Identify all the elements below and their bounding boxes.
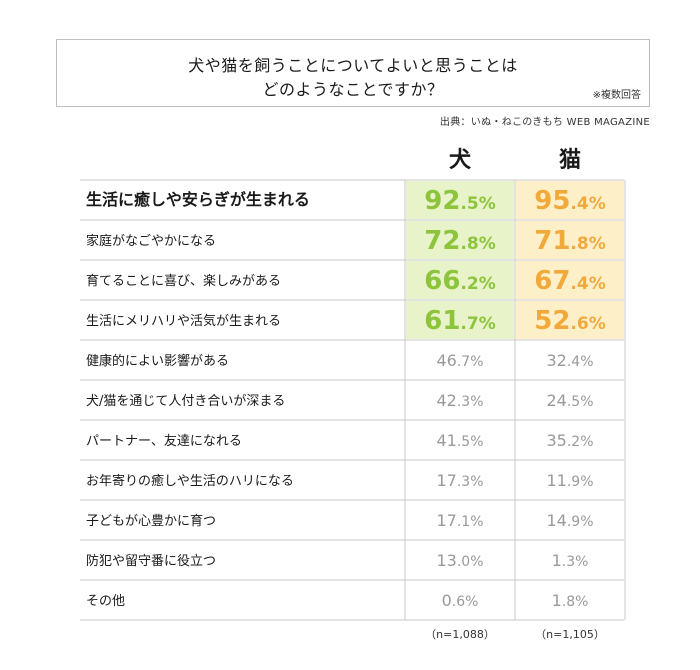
- source-credit: 出典：いぬ・ねこのきもち WEB MAGAZINE: [439, 117, 650, 128]
- row-label: 防犯や留守番に役立つ: [86, 553, 216, 569]
- dog-highlight-cell: [406, 221, 514, 259]
- dog-value: 42.3%: [436, 391, 483, 410]
- cat-value: 11.9%: [546, 471, 593, 490]
- row-label: 生活に癒しや安らぎが生まれる: [86, 190, 310, 209]
- cat-value: 1.3%: [552, 551, 589, 570]
- cat-value: 35.2%: [546, 431, 593, 450]
- sample-size-cat: （n=1,105）: [535, 628, 605, 641]
- dog-value: 13.0%: [436, 551, 483, 570]
- cat-highlight-cell: [516, 261, 624, 299]
- cat-value: 14.9%: [546, 511, 593, 530]
- dog-value: 72.8%: [424, 226, 496, 256]
- multi-answer-note: ※複数回答: [592, 90, 641, 101]
- sample-size-dog: （n=1,088）: [425, 628, 495, 641]
- dog-value: 46.7%: [436, 351, 483, 370]
- row-label: 子どもが心豊かに育つ: [86, 513, 216, 529]
- dog-highlight-cell: [406, 261, 514, 299]
- cat-value: 67.4%: [534, 266, 606, 296]
- dog-value: 92.5%: [424, 186, 496, 216]
- chart-title-line-1: 犬や猫を飼うことについてよいと思うことは: [188, 56, 518, 75]
- column-header-dog: 犬: [448, 148, 471, 173]
- row-label: パートナー、友達になれる: [86, 433, 242, 449]
- cat-value: 71.8%: [534, 226, 606, 256]
- cat-value: 95.4%: [534, 186, 606, 216]
- cat-highlight-cell: [516, 181, 624, 219]
- cat-value: 1.8%: [552, 591, 589, 610]
- dog-value: 0.6%: [442, 591, 479, 610]
- row-label: 健康的によい影響がある: [86, 353, 229, 369]
- row-label: 育てることに喜び、楽しみがある: [86, 273, 281, 289]
- dog-highlight-cell: [406, 181, 514, 219]
- cat-value: 52.6%: [534, 306, 606, 336]
- cat-value: 32.4%: [546, 351, 593, 370]
- row-label: その他: [86, 594, 125, 609]
- row-label: 家庭がなごやかになる: [86, 233, 216, 249]
- dog-value: 17.1%: [436, 511, 483, 530]
- dog-value: 17.3%: [436, 471, 483, 490]
- dog-value: 66.2%: [424, 266, 496, 296]
- title-box: 犬や猫を飼うことについてよいと思うことは どのようなことですか？ ※複数回答: [56, 39, 650, 107]
- cat-highlight-cell: [516, 221, 624, 259]
- chart-title-line-2: どのようなことですか？: [262, 80, 444, 99]
- dog-value: 41.5%: [436, 431, 483, 450]
- column-header-cat: 猫: [558, 148, 581, 173]
- row-label: 生活にメリハリや活気が生まれる: [86, 313, 281, 329]
- row-label: 犬/猫を通じて人付き合いが深まる: [86, 394, 285, 409]
- dog-highlight-cell: [406, 301, 514, 339]
- row-label: お年寄りの癒しや生活のハリになる: [86, 473, 294, 489]
- cat-value: 24.5%: [546, 391, 593, 410]
- dog-value: 61.7%: [424, 306, 496, 336]
- cat-highlight-cell: [516, 301, 624, 339]
